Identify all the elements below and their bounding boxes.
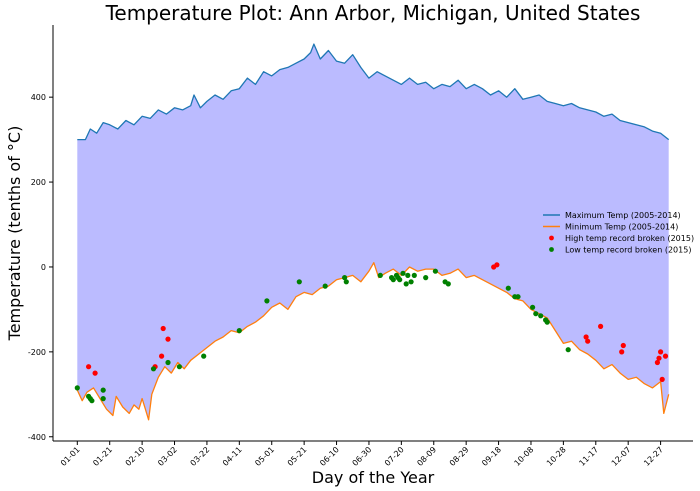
low-record-point: [515, 294, 521, 300]
x-tick-label: 11-17: [577, 445, 600, 468]
series-lines: [76, 43, 670, 421]
x-tick-label: 02-10: [124, 445, 147, 468]
x-tick-label: 12-07: [610, 445, 633, 468]
legend-entry-min-temp-label: Minimum Temp (2005-2014): [565, 223, 678, 232]
low-record-point: [408, 279, 414, 285]
legend-entry-high-record-label: High temp record broken (2015): [565, 234, 694, 243]
high-record-point: [159, 353, 165, 359]
low-record-point: [100, 396, 106, 402]
high-record-point: [662, 353, 669, 359]
x-tick-label: 05-01: [253, 445, 276, 468]
chart-title: Temperature Plot: Ann Arbor, Michigan, U…: [105, 1, 641, 25]
x-tick-label: 03-02: [156, 445, 179, 468]
low-record-point: [201, 353, 207, 359]
low-record-point: [165, 359, 171, 366]
y-tick-label: -200: [28, 348, 46, 357]
low-record-point: [100, 387, 106, 393]
high-record-point: [658, 349, 664, 355]
legend-entry-low-record-swatch: [549, 247, 554, 252]
high-record-point: [86, 364, 92, 370]
x-tick-label: 01-21: [91, 445, 114, 468]
legend-entry-low-record-label: Low temp record broken (2015): [565, 246, 691, 255]
high-record-point: [598, 323, 604, 329]
y-axis-label: Temperature (tenths of °C): [5, 126, 24, 342]
low-record-point: [445, 281, 451, 287]
high-record-point: [619, 349, 625, 355]
fill-between-area: [77, 44, 669, 420]
low-record-point: [89, 398, 95, 404]
low-record-point: [74, 385, 80, 391]
x-tick-label: 01-01: [59, 445, 82, 468]
low-record-point: [390, 277, 396, 283]
high-record-point: [654, 359, 661, 366]
legend-entry-high-record-swatch: [549, 235, 554, 241]
x-tick-label: 08-29: [448, 445, 471, 468]
low-record-point: [533, 311, 539, 317]
x-tick-label: 06-30: [351, 445, 374, 468]
high-record-point: [585, 338, 591, 344]
low-record-point: [432, 268, 438, 274]
legend: Maximum Temp (2005-2014) Minimum Temp (20…: [543, 211, 694, 255]
low-record-point: [565, 347, 571, 353]
x-tick-label: 05-21: [286, 445, 309, 468]
legend-entry-max-temp-label: Maximum Temp (2005-2014): [565, 211, 681, 220]
low-record-point: [176, 364, 182, 370]
low-record-point: [377, 272, 383, 278]
high-record-point: [160, 325, 166, 332]
high-record-point: [656, 355, 662, 361]
low-record-point: [423, 275, 429, 281]
x-tick-label: 09-18: [480, 445, 503, 468]
y-tick-label: 400: [31, 93, 46, 102]
x-tick-label: 03-22: [189, 445, 212, 468]
low-record-point: [397, 277, 403, 283]
low-record-point: [150, 366, 157, 372]
low-record-point: [296, 279, 302, 285]
x-axis-label: Day of the Year: [312, 468, 435, 487]
low-record-point: [264, 298, 270, 304]
low-record-point: [343, 279, 349, 285]
series-line-min-temp: [76, 262, 670, 421]
y-tick-label: 0: [41, 263, 46, 272]
x-tick-label: 06-10: [318, 445, 341, 468]
x-tick-label: 10-28: [545, 445, 568, 468]
x-tick-label: 08-09: [415, 445, 438, 468]
y-tick-label: 200: [31, 178, 46, 187]
low-record-point: [322, 283, 328, 289]
x-tick-label: 07-20: [383, 445, 406, 468]
series-line-max-temp: [77, 43, 670, 141]
scatter-points: [74, 262, 669, 404]
low-record-point: [530, 304, 536, 310]
high-record-point: [92, 370, 98, 376]
low-record-point: [236, 328, 242, 334]
low-record-point: [411, 272, 417, 278]
low-record-point: [403, 281, 409, 287]
y-tick-label: -400: [28, 433, 46, 442]
high-record-point: [659, 376, 665, 382]
low-record-point: [405, 272, 411, 278]
low-record-point: [538, 313, 544, 319]
high-record-point: [165, 336, 171, 342]
high-record-point: [583, 334, 589, 340]
fill-between-band: [77, 44, 669, 420]
low-record-point: [342, 275, 348, 281]
x-tick-label: 04-11: [221, 445, 244, 468]
high-record-point: [494, 262, 500, 268]
high-record-point: [620, 342, 626, 349]
x-tick-label: 10-08: [513, 445, 536, 468]
low-record-point: [505, 285, 511, 291]
low-record-point: [544, 319, 550, 325]
x-tick-label: 12-27: [642, 445, 665, 468]
low-record-point: [400, 270, 406, 276]
